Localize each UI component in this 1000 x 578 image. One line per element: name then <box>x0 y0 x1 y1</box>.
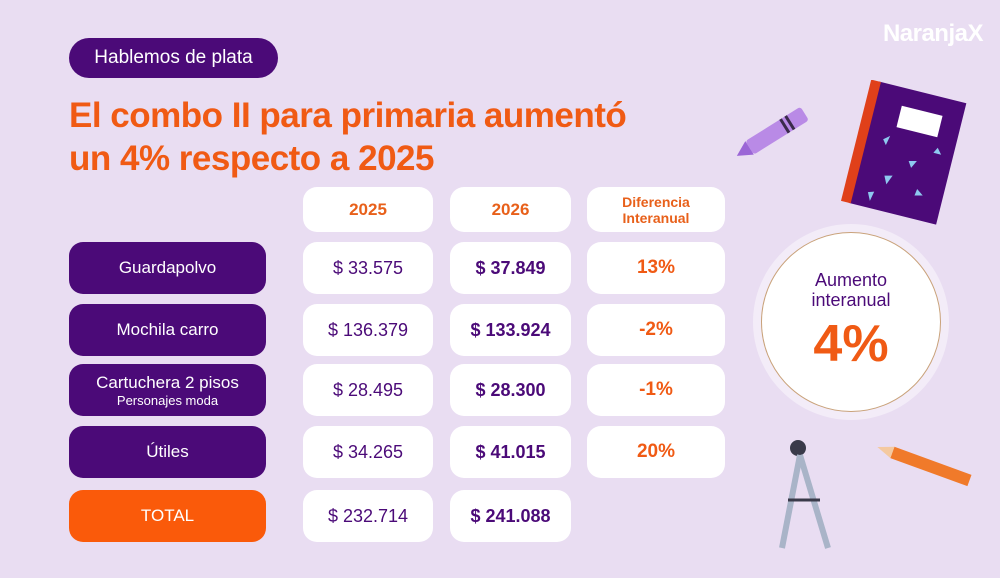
row-label-sub: Personajes moda <box>116 392 219 408</box>
cell-diferencia: 20% <box>587 426 725 478</box>
row-label-text: Cartuchera 2 pisos <box>96 372 239 392</box>
header-2026: 2026 <box>450 187 571 232</box>
page-title: El combo II para primaria aumentó un 4% … <box>69 94 627 180</box>
total-2025: $ 232.714 <box>303 490 433 542</box>
summary-line2: interanual <box>811 290 891 310</box>
row-label-text: Mochila carro <box>116 320 219 339</box>
summary-line1: Aumento <box>814 270 888 290</box>
row-label: Cartuchera 2 pisos Personajes moda <box>69 364 266 416</box>
row-label-text: Útiles <box>146 442 189 461</box>
row-label-total: TOTAL <box>69 490 266 542</box>
cell-2026: $ 37.849 <box>450 242 571 294</box>
title-line-2: un 4% respecto a 2025 <box>69 139 434 178</box>
notebook-icon <box>840 80 967 225</box>
row-label: Útiles <box>69 426 266 478</box>
cell-diferencia: 13% <box>587 242 725 294</box>
cell-2026: $ 28.300 <box>450 364 571 416</box>
row-label: Mochila carro <box>69 304 266 356</box>
title-line-1: El combo II para primaria aumentó <box>69 96 627 135</box>
total-2026: $ 241.088 <box>450 490 571 542</box>
header-diff-line1: Diferencia <box>622 193 690 210</box>
section-badge: Hablemos de plata <box>69 38 278 78</box>
cell-2025: $ 136.379 <box>303 304 433 356</box>
summary-value: 4% <box>813 315 889 373</box>
naranjax-logo: NaranjaX <box>882 20 984 47</box>
row-label: Guardapolvo <box>69 242 266 294</box>
header-diferencia: Diferencia Interanual <box>587 187 725 232</box>
summary-circle: Aumento interanual 4% <box>761 232 941 412</box>
cell-2025: $ 34.265 <box>303 426 433 478</box>
cell-2025: $ 33.575 <box>303 242 433 294</box>
header-2025: 2025 <box>303 187 433 232</box>
crayon-icon <box>736 107 808 156</box>
cell-diferencia: -1% <box>587 364 725 416</box>
cell-2025: $ 28.495 <box>303 364 433 416</box>
compass-icon <box>779 440 831 549</box>
cell-diferencia: -2% <box>587 304 725 356</box>
row-label-text: Guardapolvo <box>118 258 217 277</box>
cell-2026: $ 133.924 <box>450 304 571 356</box>
cell-2026: $ 41.015 <box>450 426 571 478</box>
pencil-icon <box>877 446 972 487</box>
header-diff-line2: Interanual <box>622 209 690 226</box>
